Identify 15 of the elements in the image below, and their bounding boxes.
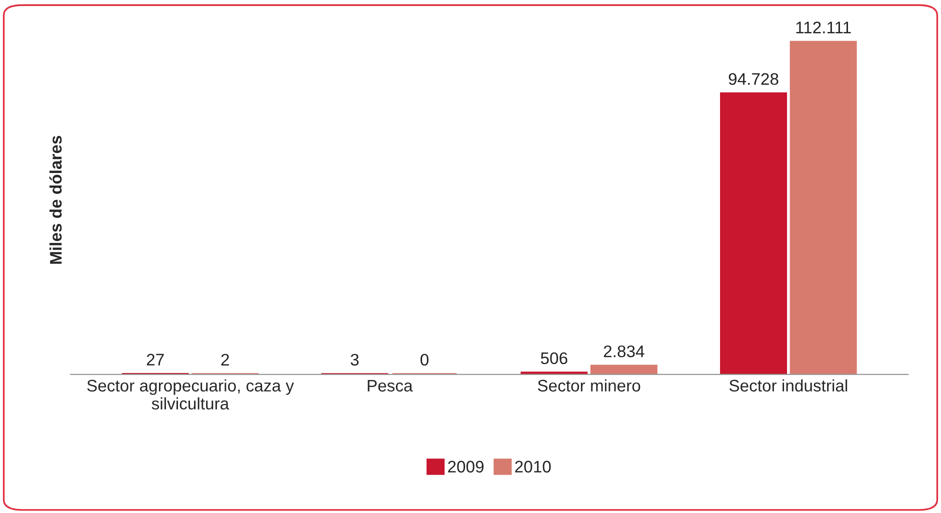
x-tick-label: Pesca (368, 380, 413, 392)
y-axis-title: Miles de dólares (49, 136, 62, 264)
legend-label: 2009 (448, 460, 484, 473)
x-tick-label: Sector industrial (729, 379, 848, 392)
data-label: 3 (350, 354, 359, 366)
data-label: 27 (146, 354, 164, 366)
data-label: 2 (221, 354, 229, 366)
data-label: 506 (540, 352, 568, 364)
x-tick-label: Sector minero (538, 379, 640, 392)
data-label: 94.728 (728, 73, 778, 85)
x-tick-label: Sector agropecuario, caza y silvicultura (87, 379, 294, 410)
data-label: 0 (420, 354, 428, 366)
data-label: 2.834 (604, 345, 644, 358)
legend-label: 2010 (515, 460, 551, 473)
data-label: 112.111 (796, 22, 851, 34)
